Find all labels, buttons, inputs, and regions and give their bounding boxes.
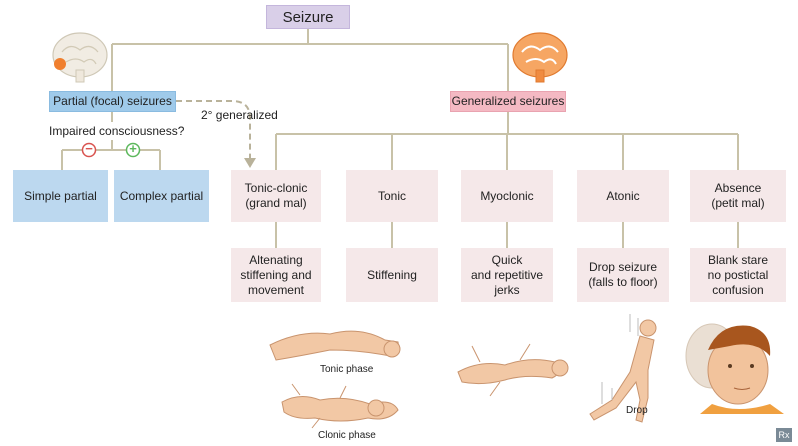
plus-circle-icon xyxy=(125,142,141,158)
desc-line: Blank stare xyxy=(707,252,768,267)
desc-myoclonic: Quick and repetitive jerks xyxy=(461,248,553,302)
plus-sign: + xyxy=(129,141,137,156)
drop-caption: Drop xyxy=(626,405,648,416)
simple-partial-box: Simple partial xyxy=(13,170,108,222)
type-name-line: Myoclonic xyxy=(480,188,534,203)
arrow-head-icon xyxy=(244,158,256,168)
brain-generalized-icon xyxy=(512,32,568,83)
minus-circle-icon xyxy=(81,142,97,158)
type-myoclonic: Myoclonic xyxy=(461,170,553,222)
brain-partial-icon xyxy=(52,32,108,83)
type-tonic-clonic: Tonic-clonic (grand mal) xyxy=(231,170,321,222)
desc-absence: Blank stare no postictal confusion xyxy=(690,248,786,302)
impaired-consciousness-question: Impaired consciousness? xyxy=(49,124,185,138)
desc-line: Altenating xyxy=(249,252,303,267)
desc-line: no postictal xyxy=(707,267,769,282)
desc-line: and repetitive xyxy=(470,267,544,282)
myoclonic-figure xyxy=(457,343,569,397)
desc-tonic-clonic: Altenating stiffening and movement xyxy=(231,248,321,302)
absence-faces xyxy=(685,323,784,414)
type-name-line: Atonic xyxy=(606,188,640,203)
desc-line: Drop seizure xyxy=(588,260,657,274)
type-name-line: (petit mal) xyxy=(711,196,765,210)
minus-sign: − xyxy=(85,141,93,156)
tonic-phase-caption: Tonic phase xyxy=(320,364,374,375)
rx-logo: Rx xyxy=(776,428,792,442)
secondary-generalized-arrow xyxy=(176,100,251,160)
desc-line: Stiffening xyxy=(367,267,417,282)
type-name-line: Absence xyxy=(714,181,762,195)
clonic-phase-figure xyxy=(281,383,399,429)
complex-partial-box: Complex partial xyxy=(114,170,209,222)
clonic-phase-caption: Clonic phase xyxy=(318,430,376,441)
desc-line: jerks xyxy=(494,282,520,297)
desc-line: confusion xyxy=(712,282,764,297)
type-atonic: Atonic xyxy=(577,170,669,222)
desc-atonic: Drop seizure (falls to floor) xyxy=(577,248,669,302)
type-name-line: (grand mal) xyxy=(245,196,307,210)
generalized-seizures-label: Generalized seizures xyxy=(450,91,566,112)
desc-line: movement xyxy=(247,282,304,297)
partial-seizures-label: Partial (focal) seizures xyxy=(49,91,176,112)
type-absence: Absence (petit mal) xyxy=(690,170,786,222)
connector-lines xyxy=(61,28,739,248)
type-name-line: Tonic-clonic xyxy=(244,181,308,195)
type-name-line: Tonic xyxy=(377,188,406,203)
desc-line: Quick xyxy=(491,252,523,267)
atonic-drop-figure xyxy=(589,314,657,423)
desc-line: stiffening and xyxy=(240,267,312,282)
desc-line: (falls to floor) xyxy=(588,275,658,289)
seizure-title: Seizure xyxy=(266,5,350,29)
secondary-generalized-label: 2° generalized xyxy=(201,108,278,122)
desc-tonic: Stiffening xyxy=(346,248,438,302)
type-tonic: Tonic xyxy=(346,170,438,222)
tonic-phase-figure xyxy=(269,330,401,361)
